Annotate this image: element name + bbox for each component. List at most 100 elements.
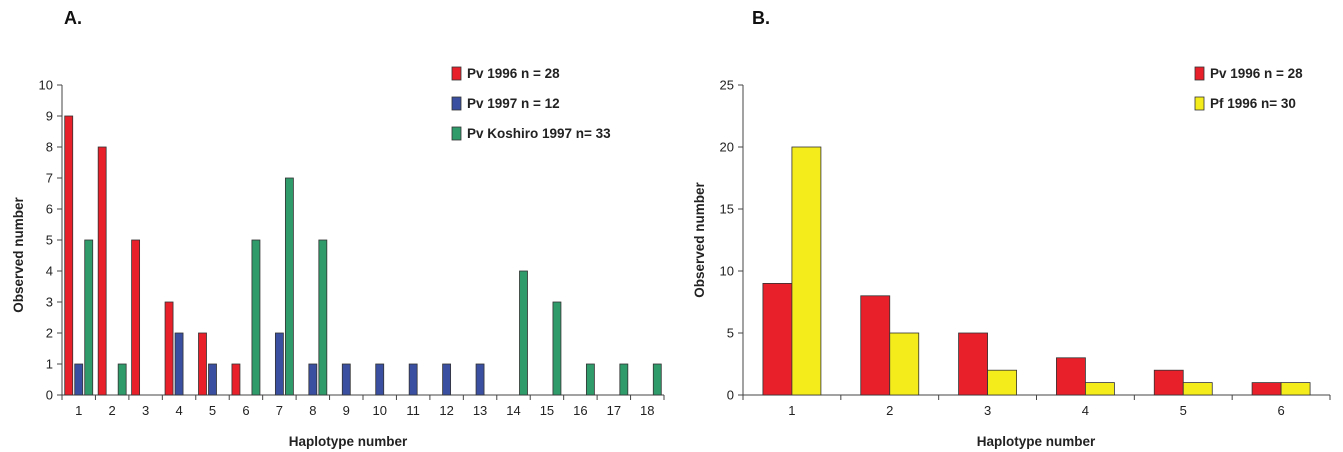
chart-a-bar xyxy=(131,239,141,396)
chart-a-x-tick-label: 12 xyxy=(439,403,453,418)
chart-a-bar xyxy=(619,363,629,396)
chart-a-legend-label: Pv 1996 n = 28 xyxy=(467,66,560,81)
chart-b-panel-label: B. xyxy=(752,8,770,28)
chart-a-bar xyxy=(475,363,485,396)
chart-b-y-tick-label: 25 xyxy=(720,78,734,93)
chart-a-x-tick-label: 6 xyxy=(242,403,249,418)
chart-b-bar xyxy=(1056,357,1086,396)
chart-a-y-tick-label: 2 xyxy=(46,326,53,341)
chart-b: B. Observed number Haplotype number 0 5 10… xyxy=(692,8,1331,449)
chart-a-y-tick-label: 0 xyxy=(46,388,53,403)
chart-a-x-tick-label: 5 xyxy=(209,403,216,418)
chart-a-bar xyxy=(164,301,174,396)
chart-a-x-tick-label: 3 xyxy=(142,403,149,418)
chart-a: A. Observed number Haplotype number 0123… xyxy=(11,8,665,449)
chart-a-x-tick-label: 14 xyxy=(506,403,520,418)
chart-b-bar xyxy=(1085,382,1115,396)
chart-a-legend-swatch xyxy=(451,66,462,81)
chart-b-bar xyxy=(1280,382,1311,396)
chart-a-bar xyxy=(375,363,385,396)
chart-b-ylabel: Observed number xyxy=(692,181,707,297)
chart-b-bar xyxy=(860,295,891,396)
chart-a-bar xyxy=(408,363,418,396)
chart-b-x-tick-label: 6 xyxy=(1277,403,1284,418)
chart-a-ylabel: Observed number xyxy=(11,196,26,312)
chart-b-bar xyxy=(762,282,793,396)
chart-a-legend-label: Pv Koshiro 1997 n= 33 xyxy=(467,126,611,141)
chart-a-legend-swatch xyxy=(451,96,462,111)
chart-a-y-tick-label: 8 xyxy=(46,140,53,155)
chart-a-bar xyxy=(84,239,94,396)
chart-a-bar xyxy=(251,239,261,396)
chart-a-x-tick-label: 2 xyxy=(109,403,116,418)
chart-a-x-tick-label: 17 xyxy=(607,403,621,418)
chart-b-xlabel: Haplotype number xyxy=(977,434,1096,449)
chart-b-x-tick-label: 1 xyxy=(788,403,795,418)
chart-a-x-tick-label: 1 xyxy=(75,403,82,418)
chart-a-y-tick-label: 10 xyxy=(39,78,53,93)
chart-a-x-tick-label: 4 xyxy=(175,403,182,418)
chart-a-x-tick-label: 15 xyxy=(540,403,554,418)
chart-a-bar xyxy=(341,363,351,396)
chart-a-bar xyxy=(231,363,241,396)
chart-b-bar xyxy=(958,332,988,396)
chart-a-y-tick-label: 7 xyxy=(46,171,53,186)
chart-b-legend-swatch xyxy=(1194,96,1205,111)
chart-a-x-tick-label: 18 xyxy=(640,403,654,418)
chart-a-bar xyxy=(274,332,284,396)
chart-a-bar xyxy=(74,363,84,396)
chart-a-x-tick-label: 13 xyxy=(473,403,487,418)
chart-b-bar xyxy=(1251,382,1282,396)
chart-a-bar xyxy=(519,270,528,396)
chart-a-y-tick-label: 5 xyxy=(46,233,53,248)
chart-a-bar xyxy=(64,115,74,396)
chart-a-bar xyxy=(174,332,184,396)
chart-b-bar xyxy=(889,332,920,396)
chart-a-x-tick-label: 7 xyxy=(276,403,283,418)
chart-b-y-tick-label: 10 xyxy=(720,264,734,279)
chart-b-legend-swatch xyxy=(1194,66,1205,81)
chart-b-x-tick-label: 3 xyxy=(984,403,991,418)
chart-a-bar xyxy=(308,363,318,396)
chart-a-x-tick-label: 9 xyxy=(343,403,350,418)
chart-a-bar xyxy=(652,363,662,396)
chart-a-bar xyxy=(318,239,328,396)
chart-a-legend-label: Pv 1997 n = 12 xyxy=(467,96,560,111)
chart-a-y-tick-label: 6 xyxy=(46,202,53,217)
chart-b-legend-label: Pv 1996 n = 28 xyxy=(1210,66,1303,81)
chart-a-y-tick-label: 4 xyxy=(46,264,53,279)
chart-a-y-tick-label: 3 xyxy=(46,295,53,310)
chart-b-plot: 0 5 10 15 20 25 1 2 3 4 5 6 Pv 1996 n = 28 Pf 1996 n=… xyxy=(720,66,1331,418)
chart-b-y-tick-label: 15 xyxy=(720,202,734,217)
chart-a-bar xyxy=(442,363,452,396)
chart-a-y-tick-label: 9 xyxy=(46,109,53,124)
chart-b-y-tick-label: 5 xyxy=(727,326,734,341)
chart-a-x-tick-label: 8 xyxy=(309,403,316,418)
chart-b-bar xyxy=(1153,369,1184,396)
chart-a-bar xyxy=(208,363,217,396)
chart-a-xlabel: Haplotype number xyxy=(289,434,408,449)
chart-a-x-tick-label: 10 xyxy=(372,403,386,418)
chart-b-bar xyxy=(1182,382,1213,396)
chart-a-y-tick-label: 1 xyxy=(46,357,53,372)
chart-b-x-tick-label: 4 xyxy=(1082,403,1089,418)
chart-a-bar xyxy=(585,363,595,396)
chart-a-bar xyxy=(117,363,127,396)
chart-b-bar xyxy=(791,146,822,396)
chart-a-bar xyxy=(284,177,294,396)
chart-a-x-tick-label: 16 xyxy=(573,403,587,418)
chart-a-bar xyxy=(552,301,562,396)
chart-b-legend-label: Pf 1996 n= 30 xyxy=(1210,96,1296,111)
chart-a-legend-swatch xyxy=(451,126,462,141)
chart-b-x-tick-label: 5 xyxy=(1180,403,1187,418)
chart-b-y-tick-label: 0 xyxy=(727,388,734,403)
chart-a-panel-label: A. xyxy=(64,8,82,28)
chart-b-bar xyxy=(987,369,1017,396)
chart-b-x-tick-label: 2 xyxy=(886,403,893,418)
chart-a-x-tick-label: 11 xyxy=(406,403,420,418)
chart-b-y-tick-label: 20 xyxy=(720,140,734,155)
chart-a-bar xyxy=(198,332,207,396)
chart-a-bar xyxy=(97,146,107,396)
